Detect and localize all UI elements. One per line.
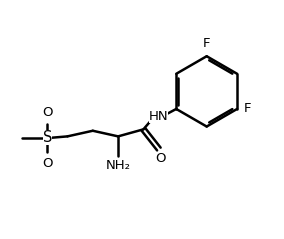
Text: O: O bbox=[155, 152, 166, 165]
Text: F: F bbox=[203, 37, 210, 50]
Text: O: O bbox=[42, 157, 53, 170]
Text: O: O bbox=[42, 106, 53, 119]
Text: S: S bbox=[43, 130, 52, 145]
Text: NH₂: NH₂ bbox=[106, 159, 131, 172]
Text: HN: HN bbox=[149, 110, 168, 123]
Text: F: F bbox=[243, 103, 251, 115]
